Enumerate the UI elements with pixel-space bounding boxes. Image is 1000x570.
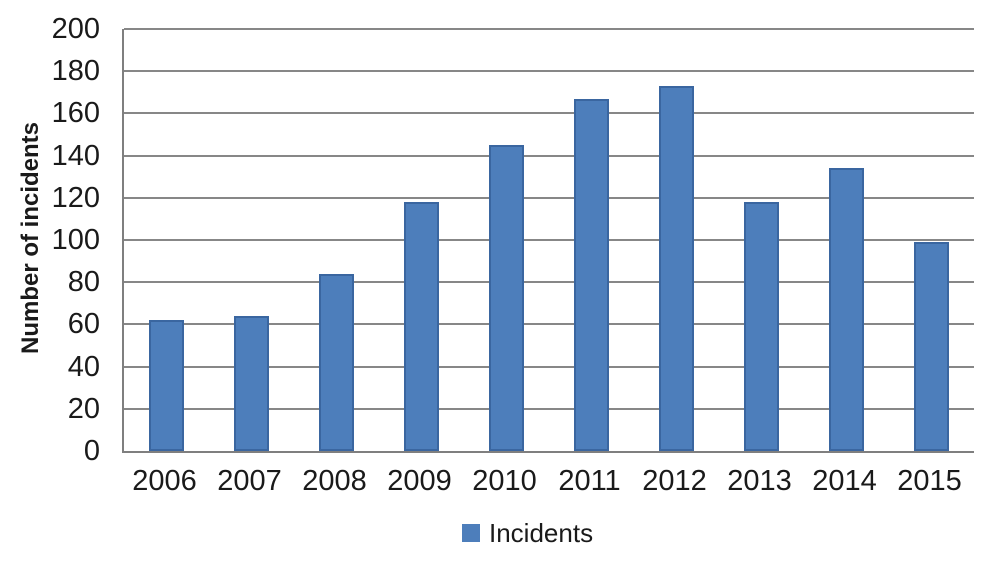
y-tick-label-60: 60	[67, 308, 100, 341]
gridline-40	[124, 365, 974, 368]
bar-2014	[829, 168, 864, 451]
x-tick-label-2012: 2012	[642, 465, 707, 497]
bar-2006	[149, 320, 184, 451]
gridline-120	[124, 196, 974, 199]
bar-2013	[744, 202, 779, 451]
bar-2007	[234, 315, 269, 451]
legend-swatch-incidents-icon	[462, 524, 480, 542]
y-tick-label-100: 100	[51, 224, 100, 256]
gridline-140	[124, 154, 974, 157]
x-tick-label-2007: 2007	[217, 465, 282, 497]
y-tick-label-40: 40	[67, 350, 100, 383]
legend-label-incidents: Incidents	[489, 518, 594, 548]
gridline-180	[124, 70, 974, 73]
gridline-20	[124, 407, 974, 410]
gridline-60	[124, 323, 974, 326]
x-tick-label-2014: 2014	[812, 465, 877, 497]
y-tick-label-140: 140	[51, 139, 100, 172]
y-tick-label-80: 80	[67, 266, 100, 299]
bar-2012	[659, 85, 694, 451]
y-tick-label-200: 200	[51, 13, 100, 45]
y-tick-label-20: 20	[67, 392, 100, 425]
bar-2015	[914, 242, 949, 451]
plot-area	[122, 28, 974, 453]
x-tick-label-2006: 2006	[132, 465, 197, 497]
y-tick-label-120: 120	[51, 181, 100, 214]
y-tick-label-0: 0	[83, 435, 100, 467]
legend: Incidents	[462, 518, 593, 548]
gridline-80	[124, 281, 974, 284]
y-tick-label-180: 180	[51, 55, 100, 88]
x-tick-label-2010: 2010	[472, 465, 537, 497]
x-tick-label-2009: 2009	[387, 465, 452, 497]
bar-2010	[489, 145, 524, 451]
bar-2011	[574, 98, 609, 451]
bar-2009	[404, 202, 439, 451]
bar-2008	[319, 273, 354, 451]
gridline-160	[124, 112, 974, 115]
x-tick-label-2013: 2013	[727, 465, 792, 497]
gridline-200	[124, 28, 974, 30]
gridline-100	[124, 239, 974, 241]
x-tick-label-2011: 2011	[558, 465, 621, 497]
x-tick-label-2008: 2008	[302, 465, 367, 497]
x-tick-label-2015: 2015	[897, 465, 962, 497]
y-tick-label-160: 160	[51, 97, 100, 130]
